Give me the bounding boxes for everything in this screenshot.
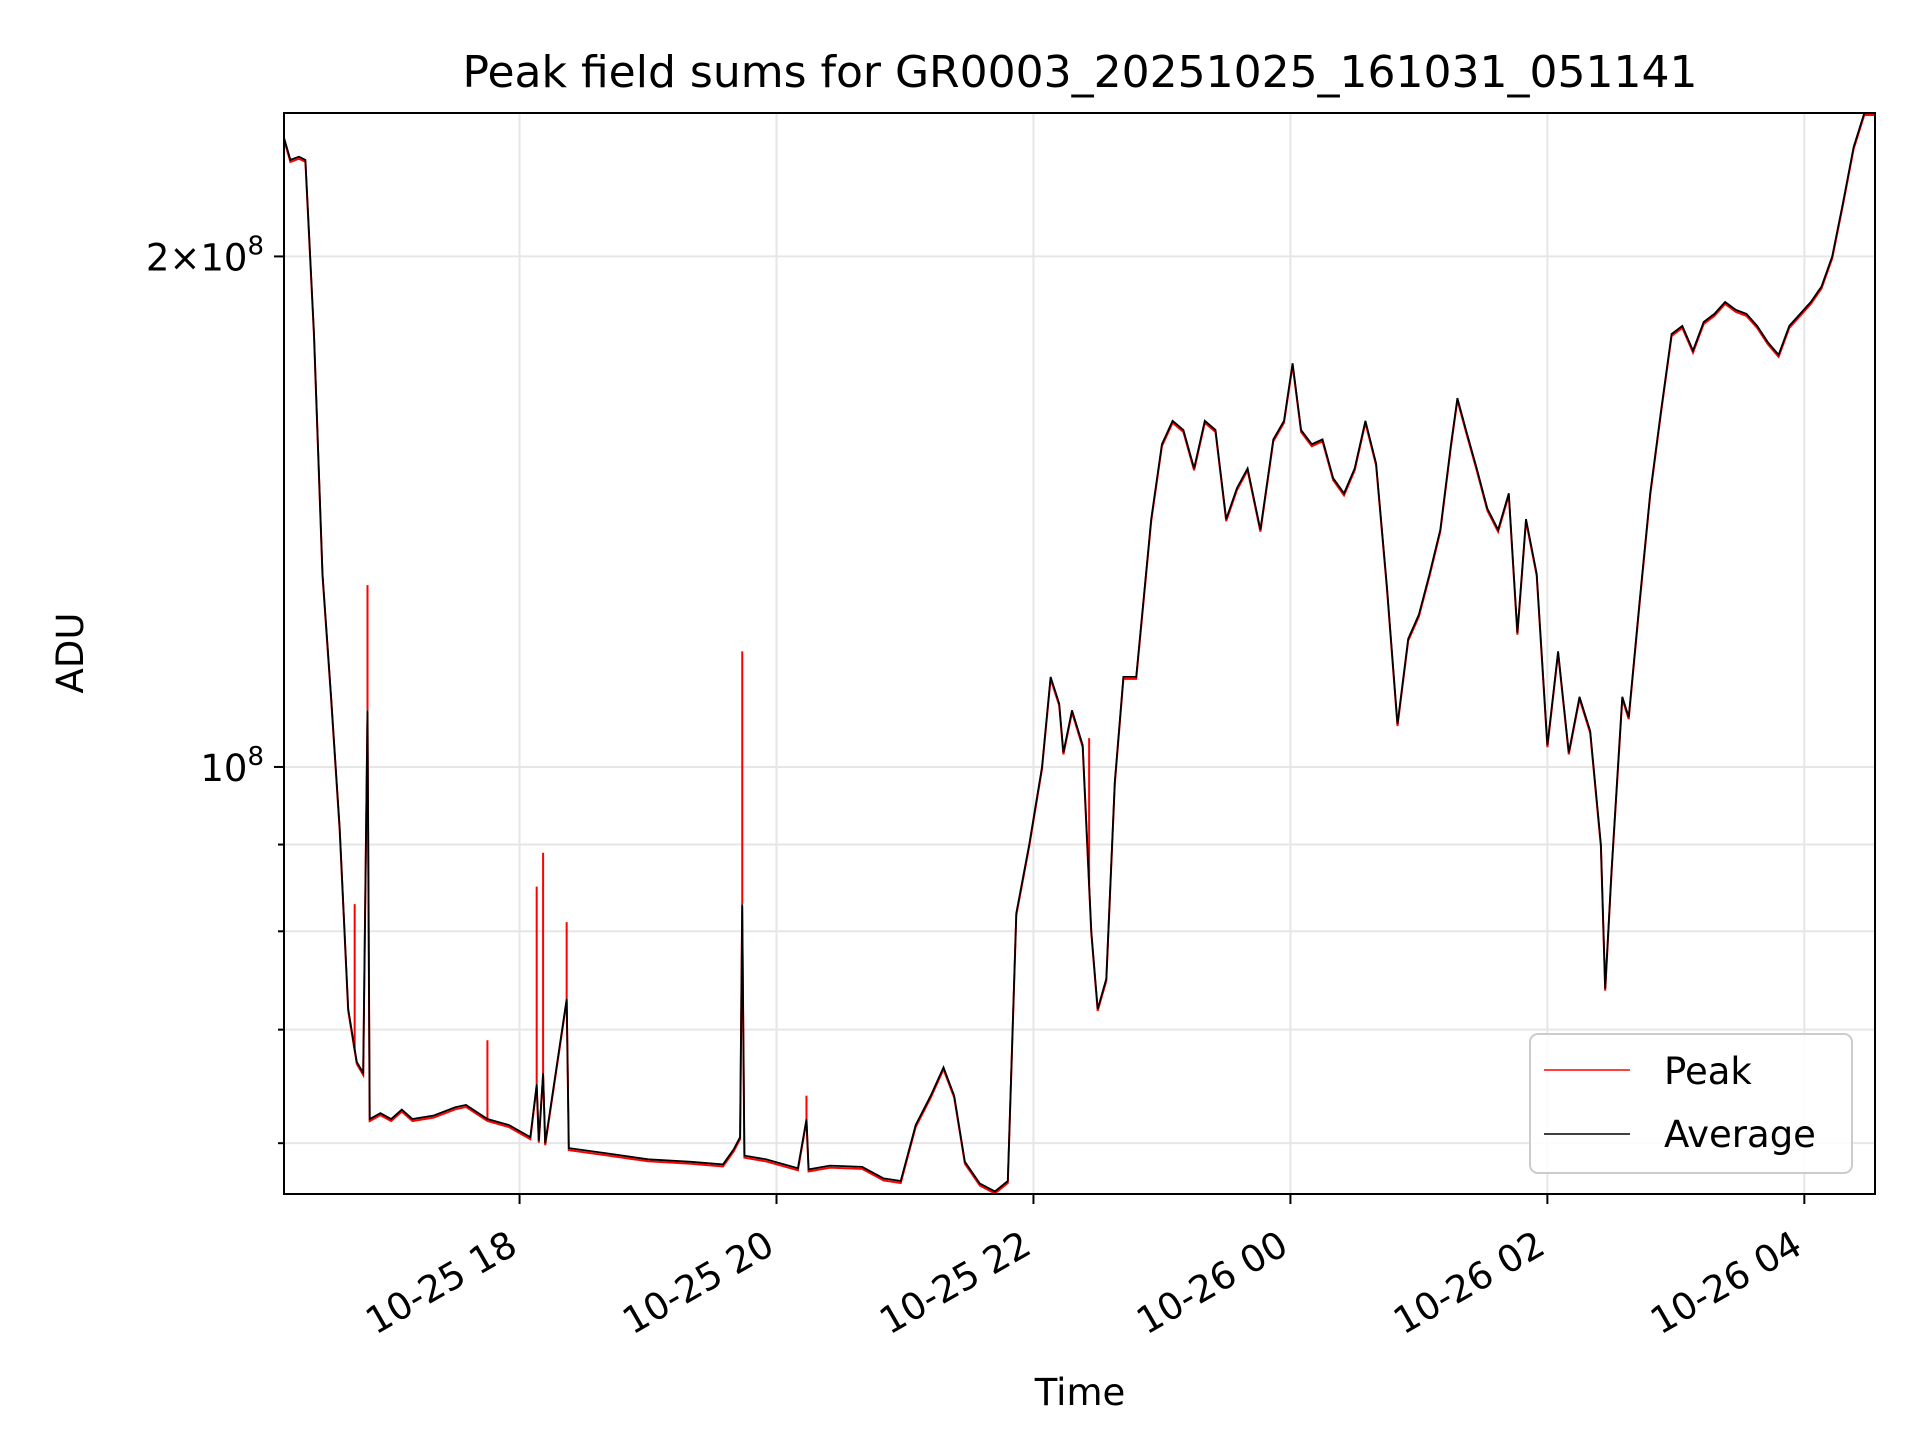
legend-label-peak: Peak: [1664, 1050, 1752, 1093]
y-axis-label: ADU: [49, 613, 92, 694]
average-series: [283, 112, 1875, 1193]
plot-frame: [283, 112, 1876, 1195]
chart-title: Peak field sums for GR0003_20251025_1610…: [463, 47, 1698, 98]
y-axis: 108 2×108: [146, 231, 284, 1145]
grid-lines: [284, 113, 1875, 1194]
x-axis-label: Time: [1034, 1371, 1126, 1414]
y-tick-label: 2×108: [146, 231, 264, 279]
legend: Peak Average: [1529, 1033, 1853, 1174]
y-tick-label: 108: [200, 742, 264, 790]
legend-box: [1529, 1033, 1853, 1174]
average-line: [283, 112, 1875, 1193]
legend-label-average: Average: [1664, 1113, 1816, 1156]
